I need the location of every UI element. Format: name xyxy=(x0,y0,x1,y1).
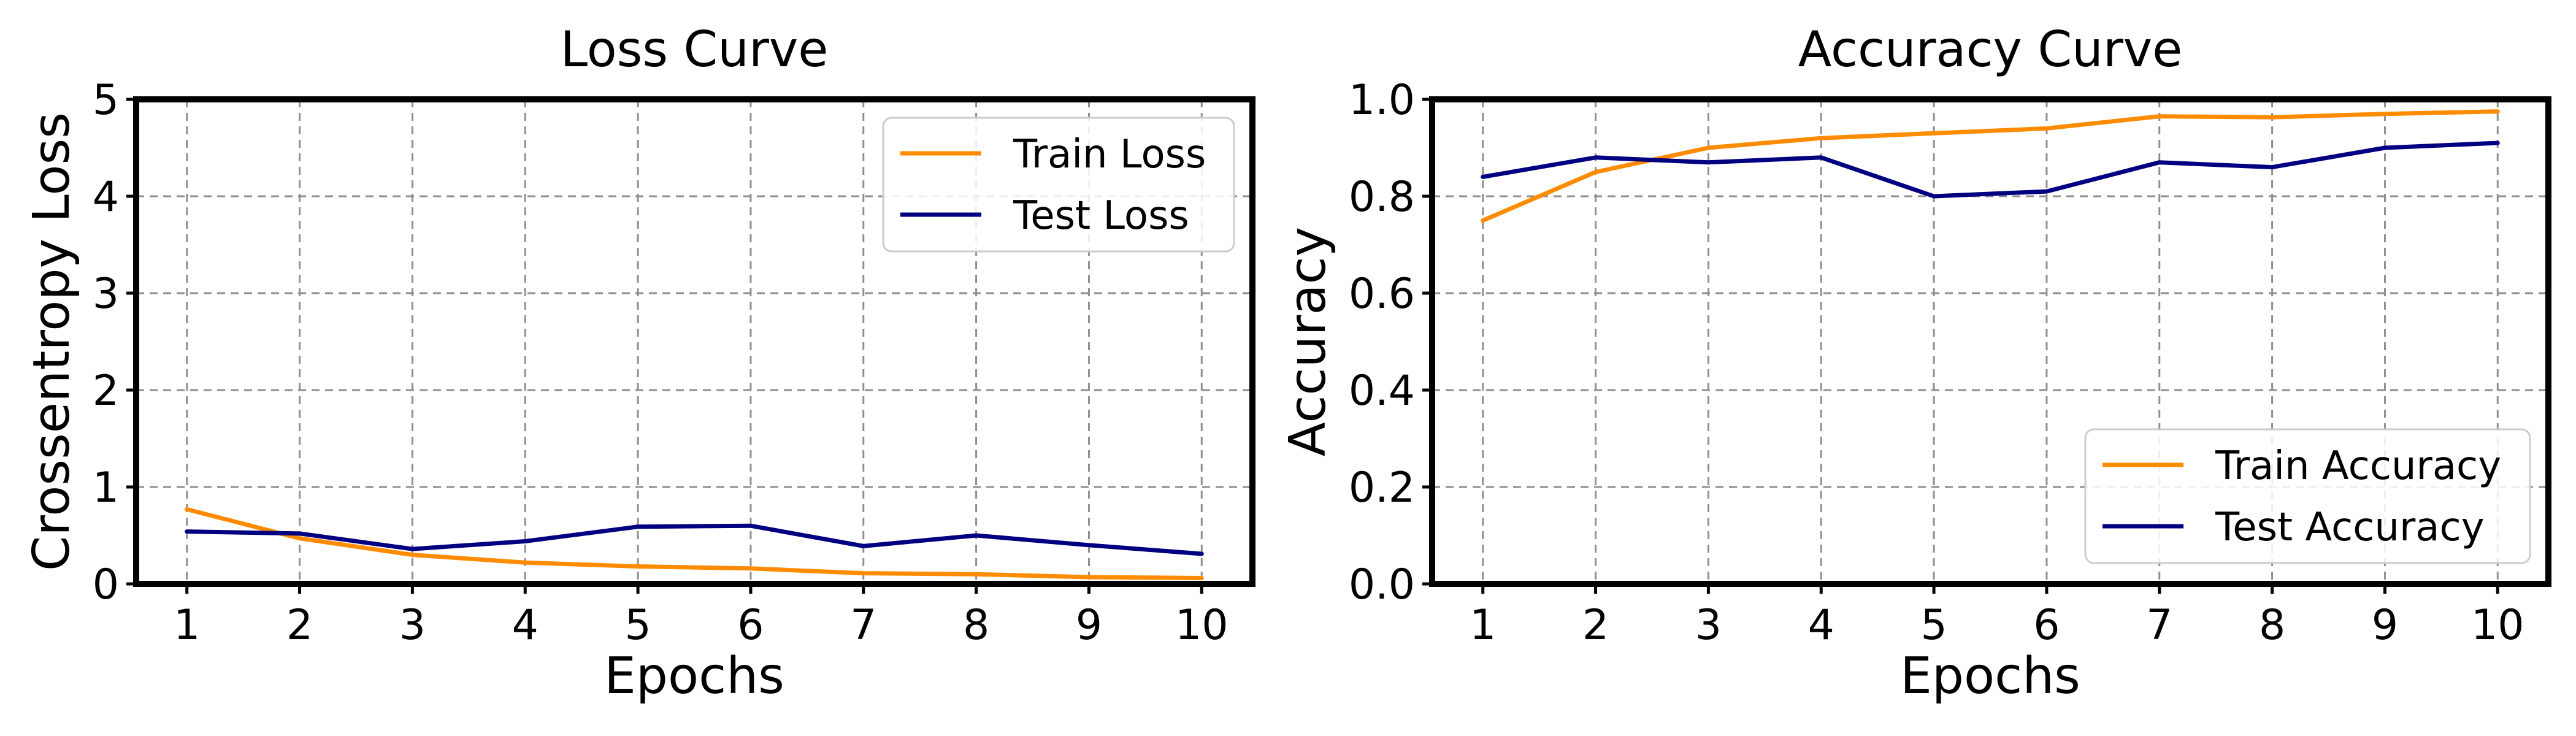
y-tick-label: 0.8 xyxy=(1349,173,1415,221)
x-tick-label: 4 xyxy=(1808,601,1834,650)
axis-ticks: 1 2 3 4 5 6 7 8 9 10 0.0 0.2 0.4 0.6 0.8 1.0 xyxy=(1349,76,2524,650)
x-tick-label: 2 xyxy=(286,601,313,650)
x-tick-label: 5 xyxy=(624,601,651,650)
plot-frame xyxy=(1429,96,2551,587)
series-layer xyxy=(1481,109,2500,223)
chart-title: Accuracy Curve xyxy=(1798,21,2183,78)
y-tick-label: 5 xyxy=(93,76,119,125)
accuracy-chart: Accuracy Curve 1 2 3 4 5 6 7 8 9 10 0.0 0.2 0.4 0.6 0.… xyxy=(1279,21,2551,705)
x-tick-label: 3 xyxy=(399,601,426,650)
legend: Train Loss Test Loss xyxy=(882,117,1235,253)
x-tick-label: 8 xyxy=(2259,601,2285,650)
y-tick-label: 3 xyxy=(93,270,119,318)
y-tick-label: 1 xyxy=(93,464,119,512)
x-tick-label: 10 xyxy=(2471,601,2524,650)
axis-ticks: 1 2 3 4 5 6 7 8 9 10 0 1 2 3 4 5 xyxy=(93,76,1229,650)
x-axis-label: Epochs xyxy=(1900,647,2080,705)
legend-label-test-loss: Test Loss xyxy=(1013,193,1189,239)
legend-label-train-accuracy: Train Accuracy xyxy=(2215,443,2501,489)
y-tick-label: 0.6 xyxy=(1349,270,1415,318)
x-tick-label: 4 xyxy=(512,601,539,650)
series-layer xyxy=(185,507,1204,581)
legend-label-test-accuracy: Test Accuracy xyxy=(2215,505,2485,550)
x-tick-label: 2 xyxy=(1582,601,1609,650)
x-tick-label: 9 xyxy=(1076,601,1102,650)
x-axis-label: Epochs xyxy=(604,647,784,705)
x-tick-label: 7 xyxy=(2146,601,2172,650)
x-tick-label: 8 xyxy=(963,601,989,650)
y-tick-label: 1.0 xyxy=(1349,76,1415,125)
x-tick-label: 1 xyxy=(1470,601,1496,650)
x-tick-label: 10 xyxy=(1175,601,1229,650)
series-line-test-accuracy xyxy=(1481,140,2500,199)
x-tick-label: 7 xyxy=(850,601,876,650)
y-tick-label: 0.4 xyxy=(1349,367,1415,415)
x-tick-label: 6 xyxy=(2033,601,2060,650)
chart-title: Loss Curve xyxy=(561,21,829,78)
y-tick-label: 2 xyxy=(93,367,119,415)
series-line-test-loss xyxy=(185,523,1204,556)
y-tick-label: 4 xyxy=(93,173,119,221)
loss-chart: Loss Curve 1 2 3 4 5 6 7 8 9 10 0 1 2 3 4 5 Epochs Cros… xyxy=(23,21,1255,705)
legend: Train Accuracy Test Accuracy xyxy=(2084,428,2531,564)
x-tick-label: 9 xyxy=(2372,601,2398,650)
x-tick-label: 3 xyxy=(1695,601,1722,650)
y-tick-label: 0 xyxy=(93,561,119,609)
legend-box xyxy=(2084,428,2531,564)
x-tick-label: 6 xyxy=(737,601,764,650)
plot-frame xyxy=(133,96,1255,587)
y-axis-label: Accuracy xyxy=(1279,227,1337,456)
legend-label-train-loss: Train Loss xyxy=(1013,132,1206,177)
series-line-train-loss xyxy=(185,507,1204,581)
y-axis-label: Crossentropy Loss xyxy=(23,112,81,571)
x-tick-label: 1 xyxy=(174,601,200,650)
x-tick-label: 5 xyxy=(1920,601,1947,650)
y-tick-label: 0.0 xyxy=(1349,561,1415,609)
y-tick-label: 0.2 xyxy=(1349,464,1415,512)
